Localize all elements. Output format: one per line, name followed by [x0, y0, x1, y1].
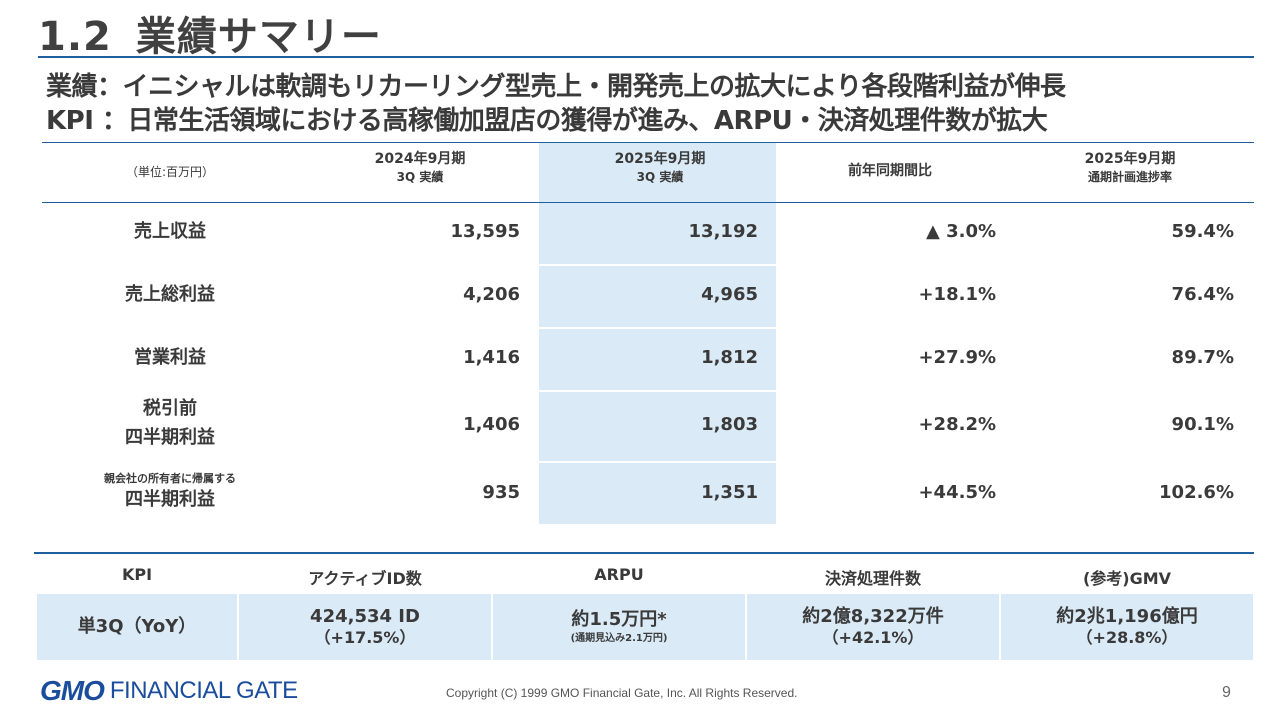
row-label-gross-profit: 売上総利益 — [125, 284, 215, 305]
col-header-progress-line2: 通期計画進捗率 — [1087, 169, 1172, 184]
table-top-rule — [42, 142, 1254, 143]
row-label-pretax-profit: 税引前 四半期利益 — [70, 395, 270, 453]
cell-net-profit-curr: 1,351 — [701, 482, 758, 503]
kpi-arpu: 約1.5万円* (通期見込み2.1万円) — [493, 594, 745, 660]
kpi-data-row — [37, 594, 1253, 660]
kpi-top-rule — [34, 552, 1254, 554]
row-label-net-profit-small: 親会社の所有者に帰属する — [104, 472, 236, 485]
table-header-rule — [42, 202, 1254, 203]
cell-operating-profit-yoy: +27.9% — [918, 347, 996, 368]
cell-pretax-profit-progress: 90.1% — [1171, 414, 1234, 435]
row-label-pretax-line1: 税引前 — [143, 398, 197, 419]
row-label-net-profit-line2: 四半期利益 — [125, 489, 215, 511]
cell-net-profit-progress: 102.6% — [1159, 482, 1234, 503]
col-header-curr-line1: 2025年9月期 — [614, 151, 706, 167]
current-period-highlight — [539, 143, 776, 524]
col-header-progress-line1: 2025年9月期 — [1084, 151, 1176, 167]
unit-label: （単位:百万円） — [125, 165, 215, 179]
col-header-curr: 2025年9月期 3Q 実績 — [580, 150, 740, 185]
company-logo: GMO FINANCIAL GATE — [40, 675, 298, 707]
kpi-header-kpi: KPI — [121, 565, 153, 584]
cell-gross-profit-yoy: +18.1% — [918, 284, 996, 305]
kpi-column-separator — [999, 594, 1001, 660]
kpi-column-separator — [491, 594, 493, 660]
kpi-transactions: 約2億8,322万件 （+42.1%） — [747, 594, 999, 660]
cell-gross-profit-curr: 4,965 — [701, 284, 758, 305]
cell-gross-profit-prev: 4,206 — [463, 284, 520, 305]
kpi-active-id-value: 424,534 ID — [310, 605, 420, 627]
logo-financial-gate: FINANCIAL GATE — [109, 677, 298, 704]
subtitle-performance: 業績：イニシャルは軟調もリカーリング型売上・開発売上の拡大により各段階利益が伸長 — [46, 72, 1066, 102]
cell-revenue-progress: 59.4% — [1171, 221, 1234, 242]
cell-pretax-profit-curr: 1,803 — [701, 414, 758, 435]
title-underline — [38, 56, 1254, 58]
kpi-header-gmv: (参考)GMV — [1082, 569, 1172, 588]
row-separator — [539, 264, 776, 266]
kpi-column-separator — [745, 594, 747, 660]
kpi-transactions-value: 約2億8,322万件 — [802, 605, 944, 627]
title-text: 業績サマリー — [135, 14, 382, 60]
section-number: 1.2 — [38, 14, 112, 60]
kpi-column-separator — [237, 594, 239, 660]
kpi-row-label-text: 単3Q（YoY） — [77, 616, 197, 638]
cell-revenue-prev: 13,595 — [450, 221, 520, 242]
cell-operating-profit-curr: 1,812 — [701, 347, 758, 368]
row-label-operating-profit: 営業利益 — [134, 347, 206, 368]
row-label-pretax-line2: 四半期利益 — [125, 426, 215, 448]
col-header-prev-line2: 3Q 実績 — [396, 169, 444, 184]
kpi-gmv-yoy: （+28.8%） — [1076, 628, 1178, 648]
col-header-yoy: 前年同期間比 — [848, 163, 932, 179]
kpi-active-id: 424,534 ID （+17.5%） — [239, 594, 491, 660]
kpi-header-transactions: 決済処理件数 — [824, 569, 921, 588]
cell-net-profit-prev: 935 — [482, 482, 520, 503]
cell-pretax-profit-yoy: +28.2% — [918, 414, 996, 435]
col-header-prev: 2024年9月期 3Q 実績 — [340, 150, 500, 185]
col-header-prev-line1: 2024年9月期 — [374, 151, 466, 167]
kpi-header-arpu: ARPU — [594, 565, 644, 584]
cell-operating-profit-progress: 89.7% — [1171, 347, 1234, 368]
page-number: 9 — [1222, 684, 1231, 701]
row-separator — [539, 327, 776, 329]
cell-pretax-profit-prev: 1,406 — [463, 414, 520, 435]
cell-operating-profit-prev: 1,416 — [463, 347, 520, 368]
logo-gmo: GMO — [40, 675, 105, 706]
cell-revenue-curr: 13,192 — [688, 221, 758, 242]
subtitle-kpi: KPI ：日常生活領域における高稼働加盟店の獲得が進み、ARPU・決済処理件数が… — [46, 106, 1048, 136]
kpi-arpu-note: (通期見込み2.1万円) — [570, 632, 668, 644]
row-label-revenue: 売上収益 — [134, 221, 206, 242]
kpi-gmv-value: 約2兆1,196億円 — [1056, 605, 1198, 627]
kpi-row-label: 単3Q（YoY） — [37, 594, 237, 660]
row-separator — [539, 461, 776, 463]
kpi-gmv: 約2兆1,196億円 （+28.8%） — [1001, 594, 1253, 660]
row-label-net-profit: 親会社の所有者に帰属する 四半期利益 — [70, 471, 270, 515]
kpi-active-id-yoy: （+17.5%） — [314, 628, 416, 648]
cell-gross-profit-progress: 76.4% — [1171, 284, 1234, 305]
kpi-transactions-yoy: （+42.1%） — [822, 628, 924, 648]
col-header-progress: 2025年9月期 通期計画進捗率 — [1050, 150, 1210, 185]
page-title: 1.2 業績サマリー — [38, 4, 382, 62]
row-separator — [539, 390, 776, 392]
cell-net-profit-yoy: +44.5% — [918, 482, 996, 503]
col-header-curr-line2: 3Q 実績 — [636, 169, 684, 184]
cell-revenue-yoy: ▲ 3.0% — [925, 221, 996, 242]
kpi-header-active-id: アクティブID数 — [308, 569, 422, 588]
kpi-arpu-value: 約1.5万円* — [571, 609, 667, 631]
copyright-text: Copyright (C) 1999 GMO Financial Gate, I… — [446, 686, 798, 700]
